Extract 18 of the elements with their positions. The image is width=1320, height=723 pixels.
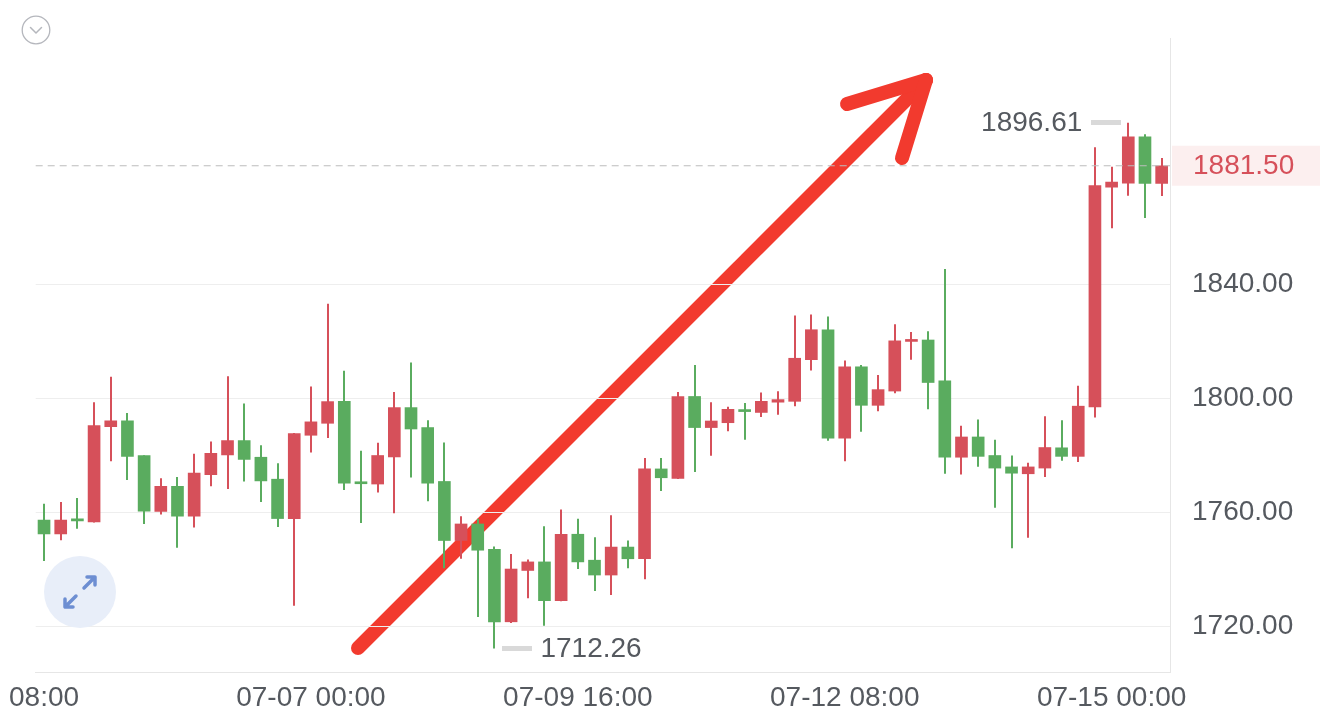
y-tick-label: 1840.00 (1192, 266, 1294, 298)
candlestick (1005, 455, 1018, 549)
x-tick-label: 07-07 00:00 (236, 680, 386, 712)
candlestick (104, 376, 118, 462)
candlestick (905, 332, 918, 360)
x-tick-label: 08:00 (9, 680, 80, 712)
candlestick (1021, 462, 1035, 538)
candlestick (354, 450, 368, 524)
x-tick-label: 07-09 16:00 (503, 680, 653, 712)
y-tick-label: 1760.00 (1192, 494, 1294, 526)
candlestick (738, 403, 751, 440)
annotation: 1712.26 (540, 632, 642, 664)
annotation: 1896.61 (981, 106, 1083, 138)
x-tick-label: 07-15 00:00 (1036, 680, 1187, 712)
x-tick-label: 07-12 08:00 (769, 680, 920, 712)
ref-line-label: 1881.50 (1193, 149, 1295, 181)
y-tick-label: 1800.00 (1192, 380, 1294, 412)
y-tick-label: 1720.00 (1192, 609, 1294, 641)
